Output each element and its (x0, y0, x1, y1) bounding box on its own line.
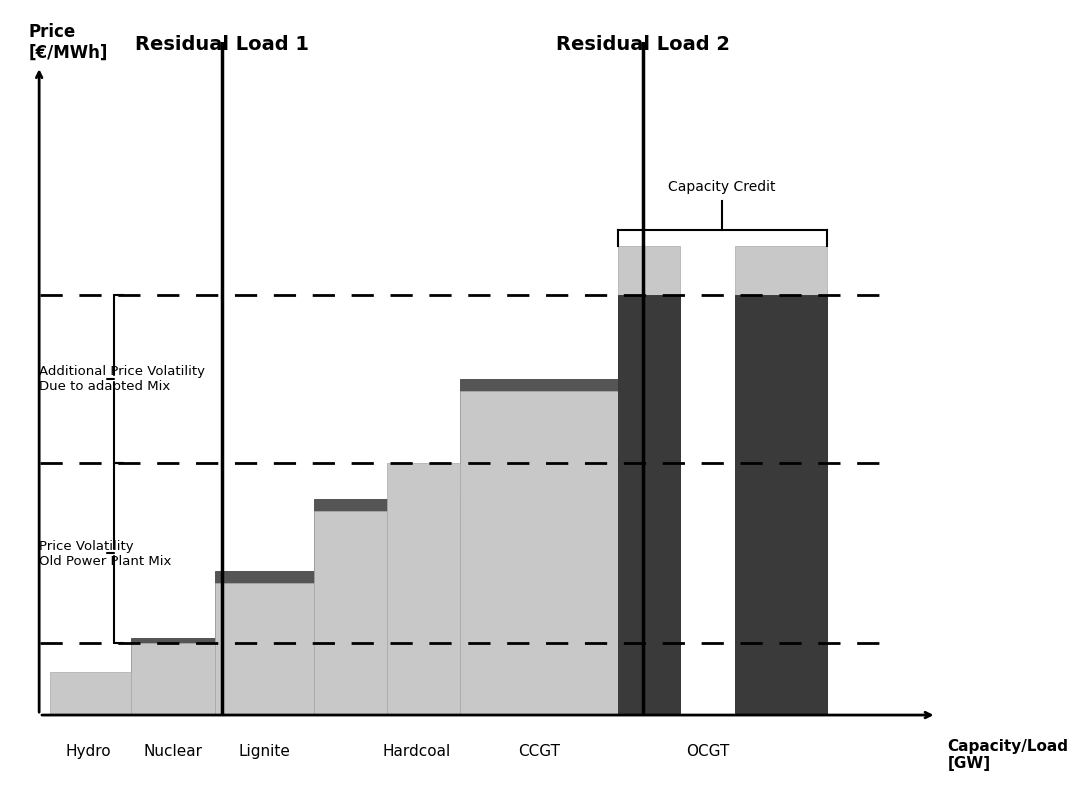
Bar (735, 295, 826, 715)
Text: OCGT: OCGT (686, 744, 729, 759)
Text: Residual Load 1: Residual Load 1 (135, 36, 310, 55)
Text: Additional Price Volatility
Due to adapted Mix: Additional Price Volatility Due to adapt… (39, 365, 205, 393)
Text: Nuclear: Nuclear (143, 744, 203, 759)
Text: CCGT: CCGT (518, 744, 560, 759)
Bar (618, 295, 680, 715)
Bar (460, 391, 618, 715)
Bar (735, 246, 826, 715)
Text: Hydro: Hydro (65, 744, 111, 759)
Text: Capacity/Load
[GW]: Capacity/Load [GW] (947, 739, 1068, 772)
Text: Capacity Credit: Capacity Credit (668, 179, 776, 194)
Text: Price Volatility
Old Power Plant Mix: Price Volatility Old Power Plant Mix (39, 540, 171, 568)
Bar (387, 463, 460, 715)
Bar (314, 511, 387, 715)
Bar (735, 295, 826, 715)
Bar (314, 498, 460, 715)
Bar (50, 672, 131, 715)
Text: Residual Load 2: Residual Load 2 (557, 36, 730, 55)
Bar (131, 643, 215, 715)
Bar (618, 246, 680, 715)
Text: Price
[€/MWh]: Price [€/MWh] (28, 23, 108, 62)
Bar (618, 295, 680, 715)
Bar (131, 638, 215, 715)
Text: Hardcoal: Hardcoal (383, 744, 450, 759)
Bar (215, 571, 314, 715)
Bar (460, 378, 618, 715)
Text: Lignite: Lignite (239, 744, 290, 759)
Bar (215, 583, 314, 715)
